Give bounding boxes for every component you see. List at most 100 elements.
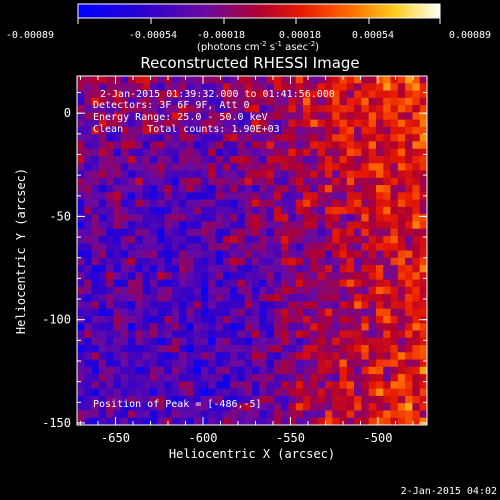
heatmap-cell	[200, 170, 209, 179]
heatmap-cell	[84, 395, 93, 404]
heatmap-cell	[215, 381, 224, 390]
x-tick-labels: -650 -600 -550 -500	[101, 431, 392, 445]
heatmap-cell	[288, 345, 297, 353]
heatmap-cell	[281, 381, 290, 390]
heatmap-cell	[120, 257, 129, 266]
heatmap-cell	[324, 294, 333, 302]
heatmap-cell	[375, 265, 384, 273]
heatmap-cell	[354, 315, 362, 324]
heatmap-cell	[317, 352, 326, 361]
heatmap-cell	[339, 206, 348, 215]
heatmap-cell	[375, 126, 384, 135]
heatmap-cell	[310, 97, 319, 106]
heatmap-cell	[390, 294, 399, 302]
heatmap-cell	[164, 272, 173, 281]
heatmap-cell	[106, 403, 115, 412]
heatmap-cell	[120, 381, 129, 390]
heatmap-cell	[288, 134, 297, 143]
heatmap-cell	[98, 366, 107, 375]
heatmap-cell	[149, 286, 158, 295]
heatmap-cell	[295, 395, 304, 404]
heatmap-cell	[164, 163, 173, 172]
heatmap-cell	[390, 163, 399, 172]
heatmap-cell	[339, 250, 348, 259]
heatmap-cell	[113, 257, 122, 266]
heatmap-cell	[375, 417, 384, 425]
heatmap-cell	[339, 199, 348, 208]
heatmap-cell	[288, 170, 297, 179]
heatmap-cell	[200, 177, 209, 186]
heatmap-cell	[171, 345, 180, 353]
heatmap-cell	[142, 155, 151, 164]
heatmap-cell	[383, 141, 392, 150]
heatmap-cell	[120, 243, 129, 252]
heatmap-cell	[266, 192, 275, 201]
heatmap-cell	[98, 155, 107, 164]
heatmap-cell	[317, 119, 326, 128]
heatmap-cell	[208, 323, 217, 332]
heatmap-cell	[77, 221, 85, 230]
heatmap-cell	[288, 301, 297, 310]
heatmap-cell	[244, 148, 253, 157]
heatmap-cell	[252, 199, 260, 208]
heatmap-cell	[98, 221, 107, 230]
heatmap-cell	[361, 395, 370, 404]
heatmap-cell	[208, 214, 217, 223]
heatmap-cell	[215, 206, 224, 215]
heatmap-cell	[164, 148, 173, 157]
heatmap-cell	[91, 170, 100, 179]
heatmap-cell	[179, 76, 187, 84]
heatmap-cell	[142, 301, 151, 310]
heatmap-cell	[405, 330, 414, 339]
heatmap-cell	[98, 388, 107, 397]
heatmap-cell	[142, 119, 151, 128]
heatmap-cell	[157, 119, 166, 128]
info-energy-range: Energy Range: 25.0 - 50.0 keV	[93, 112, 268, 123]
heatmap-cell	[317, 345, 326, 353]
heatmap-cell	[200, 301, 209, 310]
heatmap-cell	[412, 126, 421, 135]
heatmap-cell	[91, 337, 100, 346]
heatmap-cell	[237, 221, 246, 230]
heatmap-cell	[419, 185, 427, 193]
heatmap-cell	[412, 337, 421, 346]
heatmap-cell	[244, 155, 253, 164]
heatmap-cell	[419, 163, 427, 172]
heatmap-cell	[128, 105, 136, 113]
heatmap-cell	[149, 381, 158, 390]
heatmap-cell	[193, 83, 202, 92]
heatmap-cell	[412, 359, 421, 368]
heatmap-cell	[120, 337, 129, 346]
heatmap-cell	[252, 257, 260, 266]
heatmap-cell	[200, 374, 209, 382]
heatmap-cell	[215, 141, 224, 150]
heatmap-cell	[375, 395, 384, 404]
heatmap-cell	[390, 126, 399, 135]
heatmap-cell	[120, 119, 129, 128]
heatmap-cell	[281, 315, 290, 324]
heatmap-cell	[361, 199, 370, 208]
heatmap-cell	[339, 323, 348, 332]
heatmap-cell	[375, 112, 384, 121]
heatmap-cell	[237, 301, 246, 310]
heatmap-cell	[237, 119, 246, 128]
heatmap-cell	[237, 83, 246, 92]
heatmap-cell	[281, 279, 290, 288]
heatmap-cell	[259, 352, 268, 361]
heatmap-cell	[317, 337, 326, 346]
heatmap-cell	[186, 119, 195, 128]
heatmap-cell	[142, 250, 151, 259]
heatmap-cell	[215, 250, 224, 259]
heatmap-cell	[200, 294, 209, 302]
heatmap-cell	[324, 410, 333, 419]
heatmap-cell	[91, 192, 100, 201]
heatmap-cell	[135, 395, 144, 404]
heatmap-cell	[142, 257, 151, 266]
heatmap-cell	[397, 352, 406, 361]
heatmap-cell	[368, 250, 377, 259]
heatmap-cell	[215, 221, 224, 230]
heatmap-cell	[113, 250, 122, 259]
heatmap-cell	[252, 337, 260, 346]
heatmap-cell	[383, 243, 392, 252]
heatmap-cell	[84, 214, 93, 223]
